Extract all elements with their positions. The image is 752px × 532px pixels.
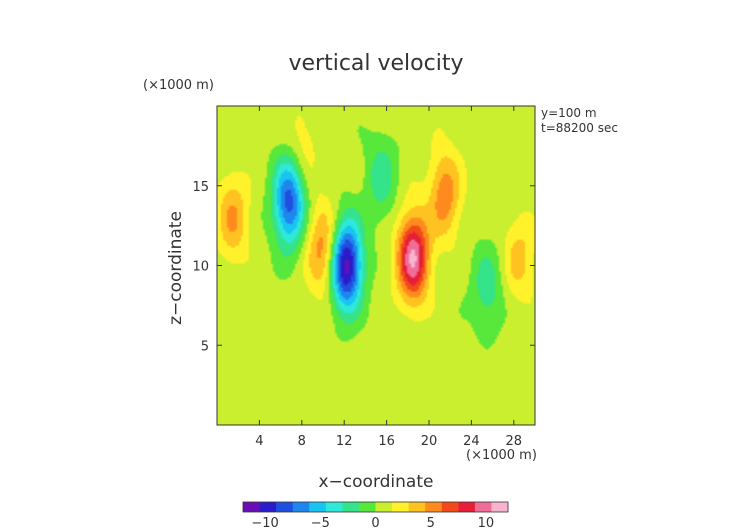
chart-title: vertical velocity [288, 51, 463, 76]
velocity-field [217, 106, 535, 425]
colorbar-swatch [425, 502, 443, 512]
colorbar-frame [242, 501, 509, 513]
x-tick-label: 4 [255, 434, 263, 449]
x-tick-label: 16 [378, 434, 395, 449]
x-unit-label: (×1000 m) [466, 448, 537, 463]
colorbar-tick-label: −10 [251, 516, 278, 531]
colorbar-swatch [243, 502, 261, 512]
x-tick-label: 20 [421, 434, 438, 449]
info-y-level: y=100 m [541, 106, 597, 120]
info-time: t=88200 sec [541, 121, 618, 135]
colorbar-tick-label: 5 [427, 516, 435, 531]
x-axis-title: x−coordinate [319, 472, 434, 492]
colorbar-swatch [474, 502, 492, 512]
x-axis: 4 8 12 16 20 24 28 [255, 106, 522, 449]
colorbar-swatch [342, 502, 360, 512]
colorbar-tick-label: −5 [311, 516, 330, 531]
colorbar-swatch [276, 502, 294, 512]
colorbar-swatch [491, 502, 509, 512]
colorbar-swatch [292, 502, 310, 512]
colorbar: −10 −5 0 5 10 [242, 501, 509, 531]
heatmap-plot [216, 105, 536, 426]
y-tick-label: 10 [192, 260, 209, 275]
colorbar-swatch [392, 502, 410, 512]
y-axis: 5 10 15 [192, 180, 535, 354]
y-axis-title: z−coordinate [166, 211, 186, 325]
colorbar-swatch [375, 502, 393, 512]
colorbar-swatch [259, 502, 277, 512]
x-tick-label: 8 [298, 434, 306, 449]
colorbar-tick-label: 10 [478, 516, 495, 531]
x-tick-label: 28 [506, 434, 523, 449]
colorbar-tick-label: 0 [371, 516, 379, 531]
colorbar-swatch [309, 502, 327, 512]
y-unit-label: (×1000 m) [143, 78, 214, 93]
colorbar-swatch [441, 502, 459, 512]
y-tick-label: 5 [201, 339, 209, 354]
colorbar-swatch [408, 502, 426, 512]
x-tick-label: 12 [336, 434, 353, 449]
x-tick-label: 24 [463, 434, 480, 449]
colorbar-swatch [325, 502, 343, 512]
y-tick-label: 15 [192, 180, 209, 195]
colorbar-swatch [458, 502, 476, 512]
colorbar-swatch [358, 502, 376, 512]
